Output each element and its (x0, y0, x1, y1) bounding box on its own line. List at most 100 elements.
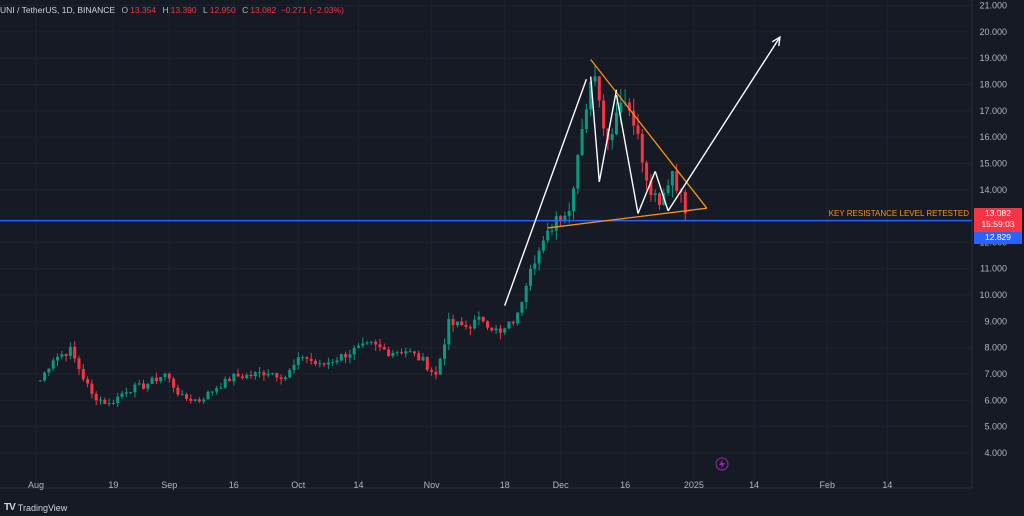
y-tick-label: 20.000 (979, 27, 1007, 37)
candle-body (391, 352, 395, 356)
candle-body (133, 384, 137, 393)
candle-body (111, 402, 115, 404)
candle-body (202, 399, 206, 402)
candle-body (516, 312, 520, 324)
candle-body (537, 250, 541, 264)
candle-body (232, 373, 236, 382)
change-value: −0.271 (−2.03%) (280, 5, 344, 15)
candles (38, 65, 687, 407)
candle-body (417, 353, 421, 361)
triangle-lower-line (547, 207, 707, 229)
candle-body (412, 351, 416, 354)
candle-body (180, 394, 184, 396)
candle-body (322, 363, 326, 365)
candle-body (344, 354, 348, 358)
candle-body (240, 376, 244, 379)
trend-arrow-segment (667, 36, 781, 212)
candle-body (288, 369, 292, 378)
time-axis: Aug 19 Sep 16 Oct 14 Nov 18 Dec 16 2025 14 Feb 14 (0, 480, 972, 490)
y-tick-label: 9.000 (984, 316, 1007, 326)
candle-body (430, 369, 434, 372)
candle-body (94, 393, 98, 401)
candle-body (124, 392, 128, 394)
candle-body (86, 379, 90, 384)
candle-body (172, 378, 176, 388)
candle-body (511, 321, 515, 324)
y-tick-label: 6.000 (984, 395, 1007, 405)
candle-body (468, 326, 472, 329)
candle-body (73, 346, 77, 359)
candle-body (408, 351, 412, 353)
candle-body (533, 263, 537, 269)
candle-body (404, 351, 408, 354)
y-tick-label: 21.000 (979, 1, 1007, 11)
candle-body (443, 344, 446, 359)
candle-body (382, 347, 386, 350)
candle-body (309, 358, 313, 361)
candle-body (326, 362, 330, 365)
candle-body (451, 318, 455, 326)
candle-body (645, 162, 649, 181)
candle-body (129, 392, 133, 394)
candle-body (120, 393, 124, 397)
y-tick-label: 17.000 (979, 106, 1007, 116)
candle-body (219, 387, 223, 389)
candle-body (116, 396, 120, 403)
candle-body (490, 327, 494, 331)
candle-body (318, 363, 322, 365)
candle-body (266, 373, 270, 376)
candle-body (292, 364, 296, 370)
footer-bar (0, 496, 1024, 516)
candle-body (348, 354, 352, 358)
y-tick-label: 10.000 (979, 290, 1007, 300)
candle-body (464, 325, 468, 327)
trend-arrow-segment (637, 171, 656, 214)
candle-body (352, 347, 356, 355)
candle-body (541, 240, 545, 251)
brand[interactable]: TV TradingView (4, 502, 67, 513)
candle-body (447, 318, 451, 345)
y-tick-label: 5.000 (984, 422, 1007, 432)
y-tick-label: 7.000 (984, 369, 1007, 379)
candle-body (584, 109, 588, 130)
candle-body (524, 285, 528, 303)
candle-body (400, 352, 403, 354)
candle-body (503, 328, 507, 333)
candle-body (632, 110, 636, 126)
candle-body (236, 373, 240, 377)
candle-body (529, 268, 532, 286)
candle-body (331, 362, 335, 364)
candle-body (197, 399, 201, 402)
candle-body (550, 230, 554, 232)
high-value: 13.390 (170, 5, 197, 15)
x-tick-label: 2025 (684, 480, 704, 490)
candle-body (507, 321, 511, 329)
symbol-title[interactable]: UNI / TetherUS, 1D, BINANCE (0, 5, 116, 15)
candle-body (249, 374, 253, 377)
tradingview-logo-icon: TV (4, 502, 16, 513)
low-label: L (203, 5, 208, 15)
candle-body (653, 193, 657, 196)
lightning-icon[interactable] (715, 457, 729, 471)
last-price-tag: 13.082 15:59:03 (974, 208, 1022, 232)
y-tick-label: 14.000 (979, 185, 1007, 195)
x-tick-label: 16 (620, 480, 630, 490)
candle-body (357, 345, 360, 348)
candle-body (425, 356, 429, 370)
candle-body (159, 377, 163, 382)
candle-body (146, 383, 150, 389)
candle-body (374, 341, 378, 345)
candle-body (481, 316, 485, 322)
candle-body (473, 319, 477, 329)
candle-body (387, 349, 391, 356)
x-tick-label: 14 (882, 480, 892, 490)
candle-body (206, 391, 210, 400)
candle-body (81, 369, 85, 380)
candle-body (520, 302, 524, 313)
candle-body (567, 211, 571, 216)
y-tick-label: 15.000 (979, 158, 1007, 168)
candle-body (279, 377, 283, 380)
candle-body (38, 380, 42, 382)
x-tick-label: 16 (229, 480, 239, 490)
